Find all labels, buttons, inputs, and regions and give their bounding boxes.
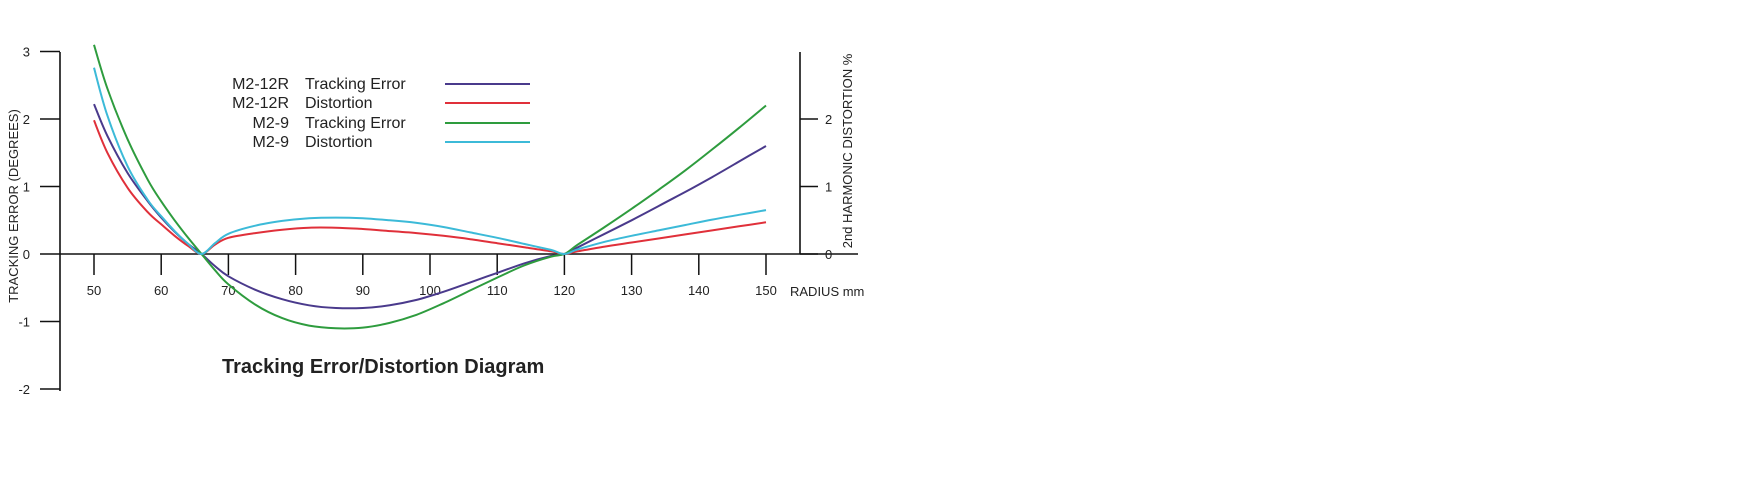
y-right-tick-label: 1 [825, 180, 832, 195]
y-left-tick-label: -1 [18, 315, 30, 330]
x-tick-label: 90 [356, 283, 370, 298]
legend: M2-12R Tracking Error M2-12R Distortion M2-9… [232, 76, 530, 151]
y-left-tick-label: 1 [23, 180, 30, 195]
x-tick-label: 150 [755, 283, 777, 298]
chart-title: Tracking Error/Distortion Diagram [222, 356, 544, 378]
y-left-ticks: -2 -1 0 1 2 3 [18, 45, 60, 397]
x-tick-label: 80 [288, 283, 302, 298]
legend-model: M2-12R [232, 76, 289, 93]
x-tick-label: 120 [554, 283, 576, 298]
legend-model: M2-9 [253, 115, 290, 132]
series-lines [93, 44, 767, 330]
legend-kind: Distortion [305, 134, 373, 151]
y-right-tick-label: 0 [825, 247, 832, 262]
x-tick-label: 60 [154, 283, 168, 298]
series-line-m2-9-distortion [93, 67, 767, 256]
series-line-m2-12r-tracking-error [93, 103, 767, 310]
x-tick-label: 110 [487, 283, 508, 298]
y-left-tick-label: 3 [23, 45, 30, 60]
x-tick-label: 130 [621, 283, 643, 298]
y-left-tick-label: 2 [23, 112, 30, 127]
legend-kind: Tracking Error [305, 76, 406, 93]
legend-model: M2-9 [253, 134, 290, 151]
y-left-tick-label: 0 [23, 247, 30, 262]
left-y-axis-title: TRACKING ERROR (DEGREES) [6, 109, 21, 303]
y-left-tick-label: -2 [18, 382, 30, 397]
legend-kind: Distortion [305, 95, 373, 112]
x-tick-label: 140 [688, 283, 710, 298]
x-axis-title: RADIUS mm [790, 284, 864, 299]
x-ticks: 50 60 70 80 90 100 110 120 130 140 150 [87, 254, 777, 298]
series-line-m2-12r-distortion [93, 119, 767, 256]
series-line-m2-9-tracking-error [93, 44, 767, 330]
x-tick-label: 50 [87, 283, 101, 298]
legend-model: M2-12R [232, 95, 289, 112]
right-y-axis-title: 2nd HARMONIC DISTORTION % [840, 53, 855, 248]
legend-kind: Tracking Error [305, 115, 406, 132]
y-right-ticks: 0 1 2 [800, 112, 832, 262]
y-right-tick-label: 2 [825, 112, 832, 127]
